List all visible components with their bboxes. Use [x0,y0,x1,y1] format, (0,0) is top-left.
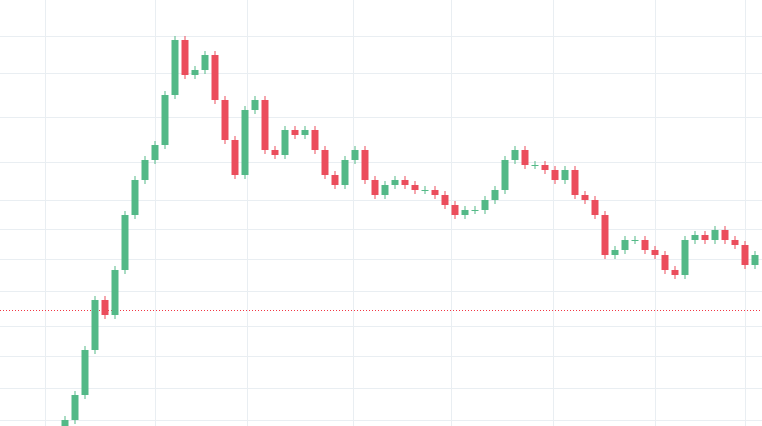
candle-body [661,255,669,270]
candle-body [731,240,739,245]
candle-body [581,195,589,200]
candle-body [591,200,599,215]
candle-body [81,350,89,395]
candle-body [491,190,499,200]
candle-body [311,130,319,150]
candle-body [381,185,389,195]
candle-body [411,185,419,190]
candle-body [91,300,99,350]
candle-body [71,395,79,420]
candle-body [621,240,629,250]
candle-body [271,150,279,155]
candle-body [361,150,369,180]
candle-body [721,230,729,240]
candle-body [351,150,359,160]
candle-body [431,190,439,195]
candle-body [641,240,649,250]
candle-body [161,95,169,145]
candle-body [241,110,249,175]
candle-body [671,270,679,275]
candle-body [171,40,179,95]
candle-body [251,100,259,110]
candle-body [181,40,189,75]
candle-body [101,300,109,315]
candle-body [111,270,119,315]
candle-body [191,70,199,75]
candle-body [281,130,289,155]
candle-body [631,240,639,241]
candle-body [231,140,239,175]
candle-body [211,55,219,100]
candle-body [471,210,479,211]
candle-body [391,180,399,185]
candle-body [571,170,579,195]
candle-body [501,160,509,190]
candle-body [61,420,69,426]
candle-body [421,190,429,191]
candle-body [261,100,269,150]
candle-body [561,170,569,180]
candle-body [131,180,139,215]
candle-body [121,215,129,270]
candle-body [461,210,469,215]
candle-body [441,195,449,205]
candle-body [331,175,339,185]
candle-body [201,55,209,70]
candle-body [481,200,489,210]
candle-body [341,160,349,185]
candle-body [321,150,329,175]
candle-body [141,160,149,180]
candle-body [291,130,299,135]
candle-body [531,165,539,166]
candle-body [511,150,519,160]
candle-body [371,180,379,195]
candle-body [701,235,709,240]
candle-body [751,255,759,265]
candle-body [521,150,529,165]
candle-body [301,130,309,135]
candle-body [611,250,619,255]
candle-body [691,235,699,240]
candle-body [551,170,559,180]
candle-body [681,240,689,275]
candle-body [541,165,549,170]
candle-body [221,100,229,140]
candle-body [601,215,609,255]
candle-body [711,230,719,240]
candle-body [741,245,749,265]
candle-body [151,145,159,160]
candle-body [401,180,409,185]
candle-body [451,205,459,215]
candle-body [651,250,659,255]
